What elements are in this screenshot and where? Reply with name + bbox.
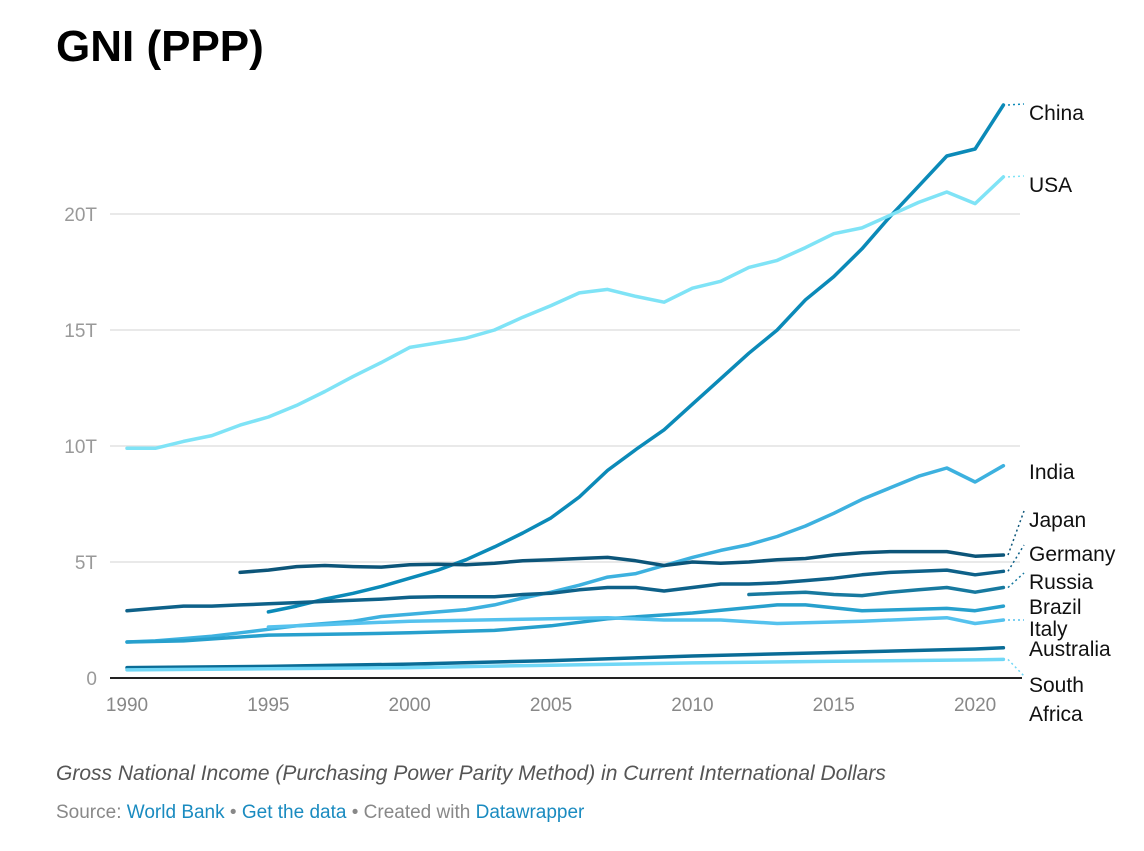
label-connector — [1007, 658, 1025, 677]
series-line-russia — [747, 585, 1006, 598]
series-label: South Africa — [1029, 674, 1084, 726]
series-label: Australia — [1029, 638, 1111, 661]
x-tick-label: 2015 — [813, 695, 855, 716]
label-connector — [1007, 544, 1025, 572]
series-label: Japan — [1029, 509, 1086, 532]
series-line-china — [266, 103, 1006, 614]
separator: • — [229, 802, 237, 823]
separator: • — [351, 802, 359, 823]
series-label: Russia — [1029, 571, 1094, 594]
x-tick-label: 2005 — [530, 695, 572, 716]
chart-caption: Gross National Income (Purchasing Power … — [56, 762, 886, 785]
datawrapper-link[interactable]: Datawrapper — [475, 802, 585, 823]
series-line-south-africa — [125, 657, 1006, 672]
series-line-italy — [266, 615, 1006, 629]
line-chart: 0 5T 10T 15T 20T 1990 1995 2000 2005 2010 2015 2020… — [64, 102, 1116, 726]
series-line-germany — [125, 568, 1006, 613]
created-with-label: Created with — [363, 802, 471, 823]
series-line-brazil — [125, 603, 1006, 644]
series-line-usa — [125, 175, 1006, 451]
x-tick-label: 2020 — [954, 695, 996, 716]
label-connector — [1007, 572, 1025, 589]
x-tick-label: 1995 — [247, 695, 289, 716]
chart-title: GNI (PPP) — [56, 22, 264, 71]
series-label: India — [1029, 461, 1075, 484]
series-line-japan — [238, 549, 1006, 575]
y-tick-label: 10T — [64, 437, 97, 458]
x-tick-label: 2000 — [389, 695, 431, 716]
y-tick-label: 15T — [64, 321, 97, 342]
series-label: Germany — [1029, 543, 1116, 566]
x-tick-label: 2010 — [671, 695, 713, 716]
world-bank-link[interactable]: World Bank — [126, 802, 225, 823]
series-label: China — [1029, 102, 1084, 125]
y-tick-label: 20T — [64, 205, 97, 226]
series-label: USA — [1029, 174, 1072, 197]
get-data-link[interactable]: Get the data — [241, 802, 347, 823]
series-line-australia — [125, 646, 1006, 670]
x-tick-label: 1990 — [106, 695, 148, 716]
y-tick-label: 5T — [75, 553, 98, 574]
chart-source: Source: World Bank • Get the data • Crea… — [56, 802, 584, 824]
y-tick-label: 0 — [86, 669, 97, 690]
label-connector — [1007, 103, 1025, 106]
label-connector — [1007, 175, 1025, 178]
series-line-india — [125, 463, 1006, 644]
series-label: Brazil — [1029, 596, 1082, 619]
source-label: Source: — [56, 802, 122, 823]
series-label: Italy — [1029, 618, 1068, 641]
